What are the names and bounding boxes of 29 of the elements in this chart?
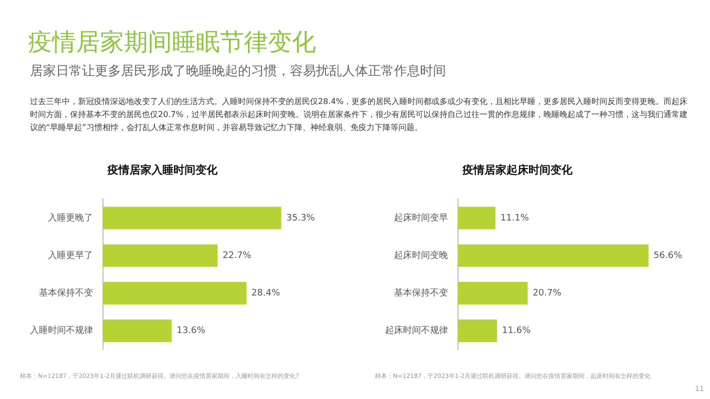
- y-tick-label: 入睡时间不规律: [30, 325, 93, 336]
- bar: [458, 282, 528, 304]
- y-tick-label: 入睡更晚了: [48, 212, 93, 224]
- text: 过去三年中，新冠疫情深远地改变了人们的生活方式。入睡时间保持不变的居民仅28.4%，更多的居民入睡时间都或多或少有变化，且相比早睡，更多居民入睡时间反而变得更晚。而起床时间方面，保持基本不变的居民也仅20.7%，过半居民都表示起床时间变晚。说明在居家条件下，很少有居民可以保持自己过往一贯的作息规律，晚睡晚起成了一种习惯，这与我们通常建议的“早睡早起”习惯相悖，会打乱人体正常作息时间，并容易导致记忆力下降、神经衰弱、免疫力下降等问题。: [30, 96, 688, 134]
- chart-title: 疫情居家起床时间变化: [462, 163, 574, 176]
- y-tick-label: 起床时间变晚: [394, 250, 448, 261]
- bar: [458, 320, 498, 342]
- y-tick-label: 基本保持不变: [394, 288, 448, 299]
- bar: [458, 244, 649, 267]
- y-tick-label: 入睡更早了: [48, 250, 93, 261]
- bar: [103, 282, 246, 304]
- data-label: 28.4%: [251, 288, 280, 299]
- bar: [458, 206, 496, 230]
- bar: [103, 244, 218, 267]
- text: 疫情居家期间睡眠节律变化: [28, 27, 316, 58]
- data-label: 13.6%: [176, 326, 206, 336]
- data-label: 56.6%: [654, 250, 683, 261]
- chart-title: 疫情居家入睡时间变化: [106, 163, 218, 176]
- y-tick-label: 起床时间不规律: [385, 325, 448, 336]
- bar: [103, 206, 282, 230]
- data-label: 11.1%: [500, 213, 530, 224]
- text: 居家日常让更多居民形成了晚睡晚起的习惯，容易扰乱人体正常作息时间: [30, 63, 446, 80]
- data-label: 22.7%: [222, 250, 252, 261]
- data-label: 20.7%: [532, 288, 562, 299]
- data-label: 35.3%: [286, 213, 316, 224]
- y-tick-label: 基本保持不变: [39, 288, 93, 299]
- data-label: 11.6%: [502, 326, 532, 336]
- y-tick-label: 起床时间变早: [394, 212, 448, 224]
- bar: [103, 320, 172, 342]
